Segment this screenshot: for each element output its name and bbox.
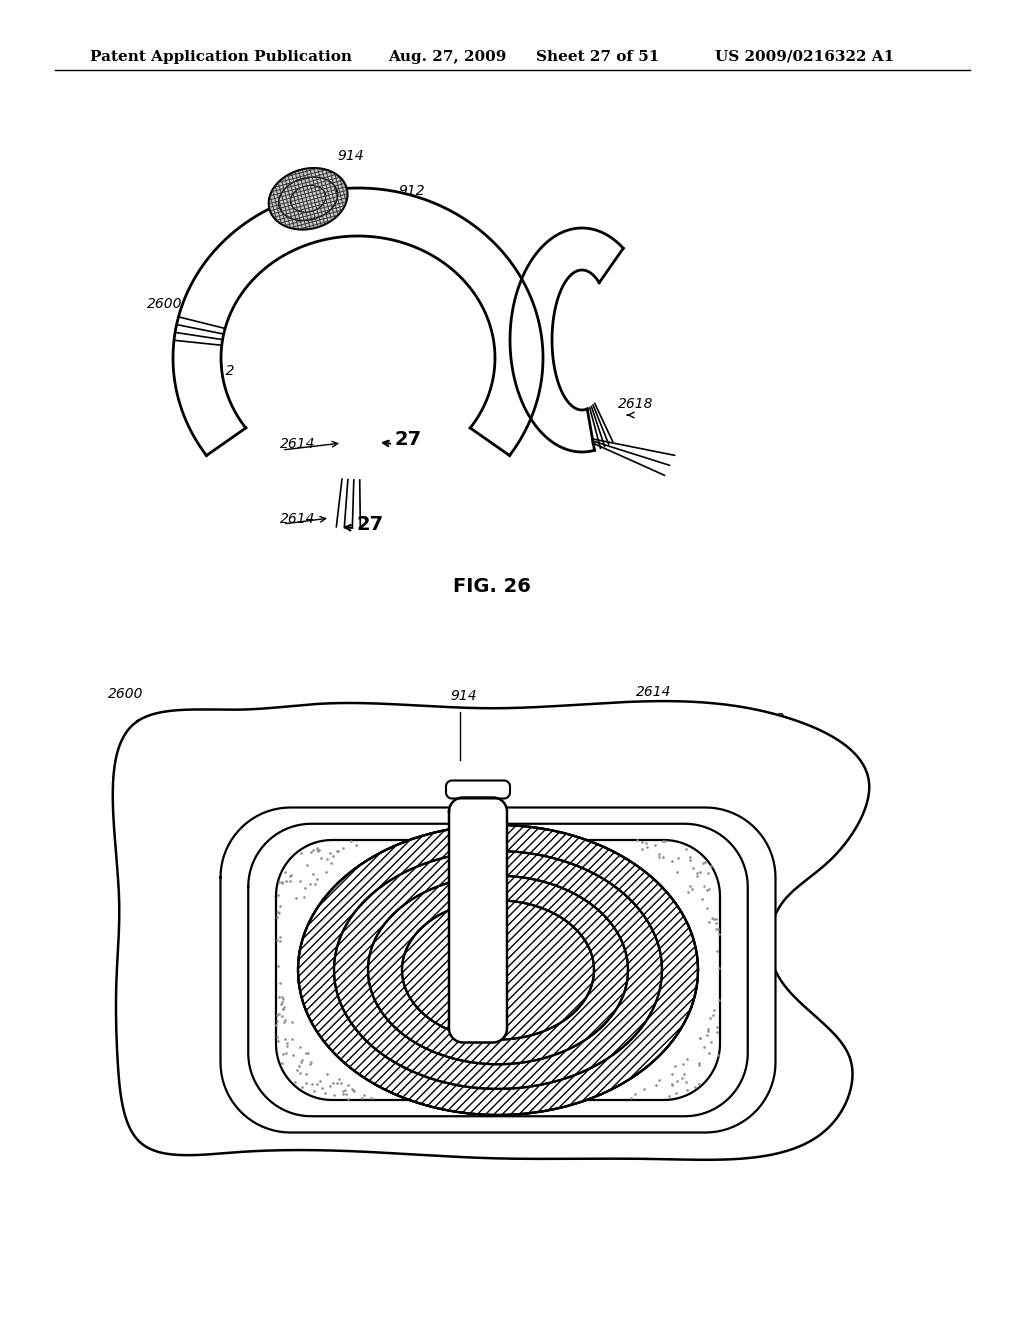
Text: 2614: 2614 bbox=[280, 437, 315, 451]
Polygon shape bbox=[113, 701, 869, 1160]
Polygon shape bbox=[449, 797, 507, 1043]
Text: 2614: 2614 bbox=[280, 512, 315, 525]
Text: 912: 912 bbox=[398, 183, 425, 198]
Polygon shape bbox=[298, 825, 698, 1115]
Text: 2618: 2618 bbox=[618, 397, 653, 411]
Text: Patent Application Publication: Patent Application Publication bbox=[90, 50, 352, 63]
Text: 2600: 2600 bbox=[108, 686, 143, 701]
Polygon shape bbox=[334, 851, 662, 1089]
Text: FIG. 27A: FIG. 27A bbox=[178, 1123, 271, 1142]
Text: 2610: 2610 bbox=[498, 360, 534, 375]
Polygon shape bbox=[402, 900, 594, 1040]
Text: Sheet 27 of 51: Sheet 27 of 51 bbox=[536, 50, 659, 63]
Polygon shape bbox=[268, 168, 347, 230]
Text: 800: 800 bbox=[400, 224, 427, 238]
Polygon shape bbox=[446, 780, 510, 799]
Text: US 2009/0216322 A1: US 2009/0216322 A1 bbox=[715, 50, 894, 63]
Polygon shape bbox=[368, 875, 628, 1064]
Polygon shape bbox=[220, 808, 775, 1133]
Text: 2600: 2600 bbox=[147, 297, 182, 312]
Text: 914: 914 bbox=[450, 689, 476, 704]
Polygon shape bbox=[510, 228, 624, 451]
Text: 2614: 2614 bbox=[572, 1107, 607, 1121]
Polygon shape bbox=[173, 187, 543, 455]
Text: Aug. 27, 2009: Aug. 27, 2009 bbox=[388, 50, 507, 63]
Text: 27: 27 bbox=[395, 430, 422, 449]
Polygon shape bbox=[276, 840, 720, 1100]
Text: 800: 800 bbox=[455, 1107, 481, 1121]
Polygon shape bbox=[248, 824, 748, 1117]
Text: 27: 27 bbox=[357, 515, 384, 535]
Text: 2614: 2614 bbox=[636, 685, 672, 700]
Ellipse shape bbox=[298, 825, 698, 1115]
Text: FIG. 26: FIG. 26 bbox=[453, 577, 530, 597]
Text: 914: 914 bbox=[337, 149, 364, 162]
Text: 912: 912 bbox=[758, 711, 784, 726]
Text: 2612: 2612 bbox=[200, 364, 236, 378]
